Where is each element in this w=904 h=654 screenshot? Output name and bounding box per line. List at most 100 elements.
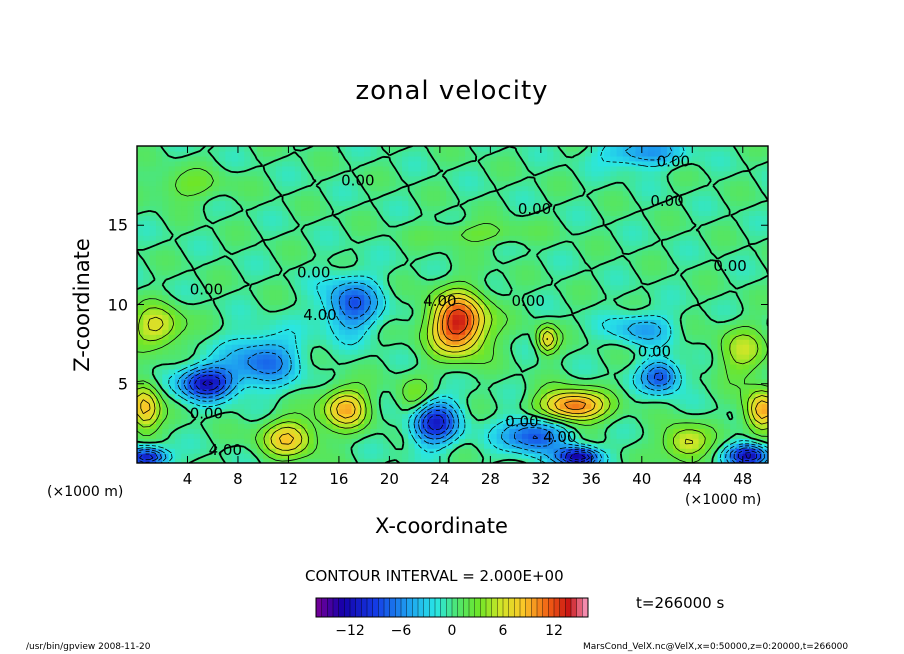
- heat-cell: [484, 393, 491, 400]
- heat-cell: [723, 383, 731, 390]
- heat-cell: [294, 259, 302, 266]
- heat-cell: [395, 309, 403, 316]
- heat-cell: [433, 309, 441, 316]
- heat-cell: [275, 433, 283, 439]
- heat-cell: [294, 408, 302, 415]
- heat-cell: [458, 363, 466, 370]
- heat-cell: [528, 230, 536, 236]
- heat-cell: [641, 240, 649, 246]
- heat-cell: [137, 383, 144, 390]
- heat-cell: [502, 423, 510, 429]
- heat-cell: [484, 428, 491, 434]
- heat-cell: [376, 259, 384, 266]
- heat-cell: [155, 250, 163, 256]
- heat-cell: [237, 235, 245, 241]
- heat-cell: [200, 368, 208, 375]
- heat-cell: [610, 349, 618, 355]
- heat-cell: [338, 230, 346, 236]
- heat-cell: [149, 349, 157, 355]
- heat-cell: [168, 383, 176, 390]
- heat-cell: [566, 334, 573, 340]
- heat-cell: [137, 274, 144, 281]
- heat-cell: [364, 458, 372, 463]
- heat-cell: [244, 319, 252, 325]
- heat-cell: [193, 458, 201, 463]
- heat-cell: [749, 319, 756, 325]
- heat-cell: [433, 443, 441, 449]
- heat-cell: [357, 438, 365, 444]
- heat-cell: [717, 358, 725, 365]
- heat-cell: [667, 378, 674, 385]
- heat-cell: [730, 279, 738, 286]
- heat-cell: [477, 319, 485, 325]
- heat-cell: [685, 240, 693, 246]
- heat-cell: [547, 254, 555, 261]
- heat-cell: [225, 344, 233, 350]
- heat-cell: [439, 438, 447, 444]
- heat-cell: [402, 284, 409, 291]
- heat-cell: [641, 269, 649, 276]
- heat-cell: [540, 279, 548, 286]
- heat-cell: [597, 339, 605, 345]
- heat-cell: [730, 438, 738, 444]
- heat-cell: [376, 240, 384, 246]
- heat-cell: [155, 269, 163, 276]
- heat-cell: [420, 383, 428, 390]
- heat-cell: [174, 453, 182, 459]
- heat-cell: [427, 378, 435, 385]
- heat-cell: [572, 319, 580, 325]
- heat-cell: [458, 433, 466, 439]
- heat-cell: [755, 458, 763, 463]
- heat-cell: [193, 423, 201, 429]
- heat-cell: [408, 339, 416, 345]
- heat-cell: [711, 279, 719, 286]
- heat-cell: [572, 423, 580, 429]
- heat-cell: [383, 304, 390, 311]
- heat-cell: [402, 453, 409, 459]
- heat-cell: [660, 358, 668, 365]
- heat-cell: [187, 250, 195, 256]
- heat-cell: [237, 279, 245, 286]
- heat-cell: [502, 368, 510, 375]
- heat-cell: [313, 428, 321, 434]
- heat-cell: [200, 220, 208, 226]
- heat-cell: [143, 254, 151, 261]
- heat-cell: [200, 264, 208, 271]
- heat-cell: [572, 314, 580, 320]
- heat-cell: [395, 319, 403, 325]
- heat-cell: [585, 269, 592, 276]
- heat-cell: [137, 408, 144, 415]
- heat-cell: [288, 418, 296, 424]
- heat-cell: [219, 309, 226, 316]
- heat-cell: [730, 423, 738, 429]
- heat-cell: [547, 299, 555, 306]
- heat-cell: [319, 319, 327, 325]
- heat-cell: [275, 413, 283, 420]
- heat-cell: [597, 358, 605, 365]
- heat-cell: [143, 433, 151, 439]
- heat-cell: [490, 245, 498, 251]
- heat-cell: [742, 279, 750, 286]
- heat-cell: [364, 418, 372, 424]
- heat-cell: [237, 373, 245, 380]
- heat-cell: [465, 245, 473, 251]
- heat-cell: [477, 383, 485, 390]
- heat-cell: [736, 309, 744, 316]
- heat-cell: [301, 319, 308, 325]
- heat-cell: [673, 254, 681, 261]
- heat-cell: [395, 324, 403, 330]
- heat-cell: [717, 413, 725, 420]
- heat-cell: [307, 304, 315, 311]
- heat-cell: [313, 413, 321, 420]
- heat-cell: [553, 428, 561, 434]
- heat-cell: [402, 324, 409, 330]
- heat-cell: [244, 433, 252, 439]
- heat-cell: [250, 264, 258, 271]
- heat-cell: [137, 443, 144, 449]
- heat-cell: [446, 423, 454, 429]
- heat-cell: [667, 220, 674, 226]
- heat-cell: [547, 458, 555, 463]
- heat-cell: [231, 284, 239, 291]
- heat-cell: [307, 215, 315, 221]
